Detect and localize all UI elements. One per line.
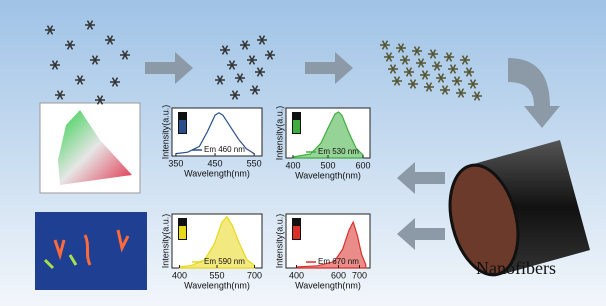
y-axis-label: Intensity(a.u.)	[274, 214, 284, 269]
x-axis-label: Wavelength(nm)	[184, 280, 250, 290]
photo	[35, 212, 147, 290]
x-tick-label: 700	[352, 270, 367, 280]
x-tick-label: 600	[331, 270, 346, 280]
y-axis-label: Intensity(a.u.)	[274, 106, 284, 161]
vial-glow	[179, 226, 186, 239]
x-tick-label: 400	[285, 160, 300, 170]
legend-label: Em 590 nm	[204, 257, 245, 266]
x-tick-label: 450	[208, 158, 223, 168]
x-tick-label: 550	[247, 158, 262, 168]
vial-glow	[293, 120, 300, 133]
x-tick-label: 500	[320, 160, 335, 170]
legend-label: Em 530 nm	[318, 147, 359, 156]
cie-diagram	[40, 103, 140, 193]
vial-glow	[179, 120, 186, 133]
x-axis-label: Wavelength(nm)	[295, 170, 361, 180]
x-tick-label: 550	[209, 270, 224, 280]
product-label: Nanofibers	[476, 258, 556, 278]
x-axis-label: Wavelength(nm)	[295, 280, 361, 290]
x-tick-label: 350	[168, 158, 183, 168]
x-tick-label: 600	[355, 160, 370, 170]
page: {"chart_data":[ {"type":"area","xlabel":…	[0, 0, 606, 306]
y-axis-label: Intensity(a.u.)	[160, 105, 170, 160]
x-tick-label: 400	[289, 270, 304, 280]
x-tick-label: 400	[172, 270, 187, 280]
y-axis-label: Intensity(a.u.)	[160, 214, 170, 269]
legend-label: Em 460 nm	[204, 145, 245, 154]
x-axis-label: Wavelength(nm)	[184, 168, 250, 178]
figure: Nanofibers Em 460 nm350450550Wavelength(…	[0, 0, 606, 306]
vial-glow	[293, 226, 300, 239]
legend-label: Em 670 nm	[318, 257, 359, 266]
x-tick-label: 700	[247, 270, 262, 280]
